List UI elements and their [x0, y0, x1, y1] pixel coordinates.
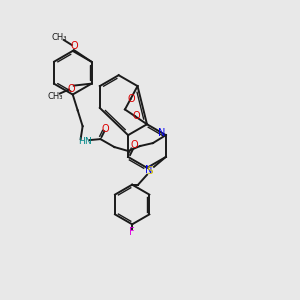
Text: N: N: [84, 136, 91, 146]
Text: S: S: [147, 166, 153, 176]
Text: O: O: [102, 124, 109, 134]
Text: O: O: [130, 140, 138, 150]
Text: CH₃: CH₃: [51, 33, 67, 42]
Text: CH₃: CH₃: [47, 92, 63, 101]
Text: O: O: [132, 111, 140, 121]
Text: O: O: [68, 84, 76, 94]
Text: O: O: [128, 94, 135, 104]
Text: O: O: [71, 41, 79, 51]
Text: H: H: [78, 136, 85, 146]
Text: N: N: [158, 128, 166, 138]
Text: N: N: [145, 165, 153, 175]
Text: F: F: [129, 227, 135, 237]
